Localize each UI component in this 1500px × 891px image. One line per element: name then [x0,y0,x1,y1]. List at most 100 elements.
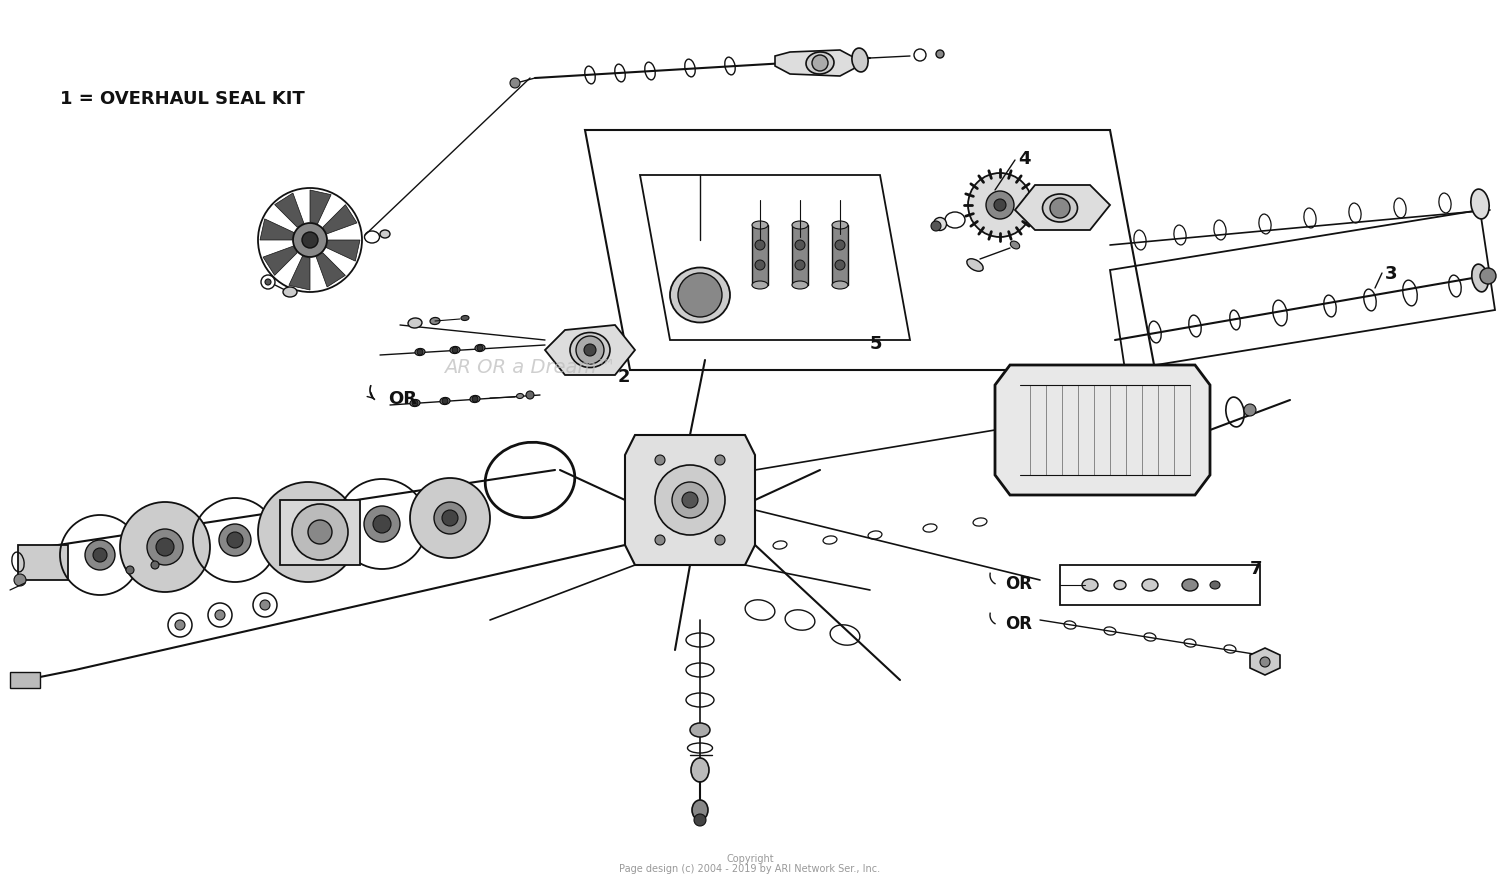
Ellipse shape [1142,579,1158,591]
Ellipse shape [410,399,420,406]
Circle shape [472,396,478,402]
Circle shape [292,223,327,257]
Circle shape [754,240,765,250]
Circle shape [226,532,243,548]
Circle shape [147,529,183,565]
Circle shape [93,548,106,562]
Text: 5: 5 [870,335,882,353]
Circle shape [292,504,348,560]
Ellipse shape [792,281,808,289]
Circle shape [1480,268,1496,284]
Circle shape [716,455,724,465]
Circle shape [219,524,251,556]
Text: OR: OR [1005,615,1032,633]
Circle shape [152,561,159,569]
Bar [280,500,360,565]
Ellipse shape [470,396,480,403]
Polygon shape [1016,185,1110,230]
Circle shape [716,535,724,545]
Polygon shape [316,253,345,287]
Circle shape [413,400,419,406]
Circle shape [584,344,596,356]
Ellipse shape [806,52,834,74]
Circle shape [986,191,1014,219]
Text: 3: 3 [1384,265,1398,283]
Circle shape [417,349,423,355]
Circle shape [176,620,184,630]
Circle shape [86,540,116,570]
Polygon shape [626,435,754,565]
Ellipse shape [833,221,848,229]
Circle shape [1050,198,1070,218]
Ellipse shape [752,221,768,229]
Circle shape [754,260,765,270]
Circle shape [410,478,491,558]
Ellipse shape [1082,579,1098,591]
Ellipse shape [284,287,297,297]
Bar [18,545,68,580]
Circle shape [452,347,458,353]
Ellipse shape [670,267,730,323]
Polygon shape [544,325,634,375]
Text: 2: 2 [618,368,630,386]
Ellipse shape [476,345,484,352]
Circle shape [812,55,828,71]
Circle shape [672,482,708,518]
Text: Page design (c) 2004 - 2019 by ARI Network Ser., Inc.: Page design (c) 2004 - 2019 by ARI Netwo… [620,864,880,874]
Polygon shape [274,193,304,227]
Circle shape [308,520,332,544]
Ellipse shape [440,397,450,405]
Circle shape [477,345,483,351]
Polygon shape [994,365,1210,495]
Ellipse shape [570,332,610,367]
Circle shape [576,336,604,364]
Circle shape [364,506,400,542]
Text: OR: OR [1005,575,1032,593]
Ellipse shape [516,394,524,398]
Circle shape [214,610,225,620]
Circle shape [526,391,534,399]
Ellipse shape [936,50,944,58]
Ellipse shape [833,281,848,289]
Circle shape [994,199,1006,211]
Ellipse shape [1011,241,1020,249]
Circle shape [442,510,458,526]
Bar [833,225,848,285]
Ellipse shape [968,258,982,271]
Bar [752,225,768,285]
Circle shape [120,502,210,592]
Ellipse shape [430,317,439,324]
Ellipse shape [380,230,390,238]
Circle shape [932,221,940,231]
Circle shape [1244,404,1256,416]
Polygon shape [262,246,297,275]
Ellipse shape [1042,194,1077,222]
Text: AR OR a Dream™: AR OR a Dream™ [444,358,616,377]
Ellipse shape [450,347,460,354]
Circle shape [258,482,358,582]
Circle shape [13,574,26,586]
Ellipse shape [692,800,708,820]
Circle shape [374,515,392,533]
Ellipse shape [1472,189,1490,219]
Circle shape [442,398,448,404]
Ellipse shape [1472,264,1488,292]
Bar [10,672,40,688]
Circle shape [510,78,520,88]
Ellipse shape [1182,579,1198,591]
Polygon shape [322,205,357,233]
Ellipse shape [792,221,808,229]
Polygon shape [290,257,310,290]
Ellipse shape [690,723,709,737]
Circle shape [836,240,844,250]
Text: 4: 4 [1019,150,1031,168]
Ellipse shape [1260,657,1270,667]
Circle shape [126,566,134,574]
Polygon shape [1250,648,1280,675]
Circle shape [288,512,328,552]
Ellipse shape [1210,581,1219,589]
Ellipse shape [752,281,768,289]
Bar [792,225,808,285]
Ellipse shape [852,48,868,72]
Circle shape [266,279,272,285]
